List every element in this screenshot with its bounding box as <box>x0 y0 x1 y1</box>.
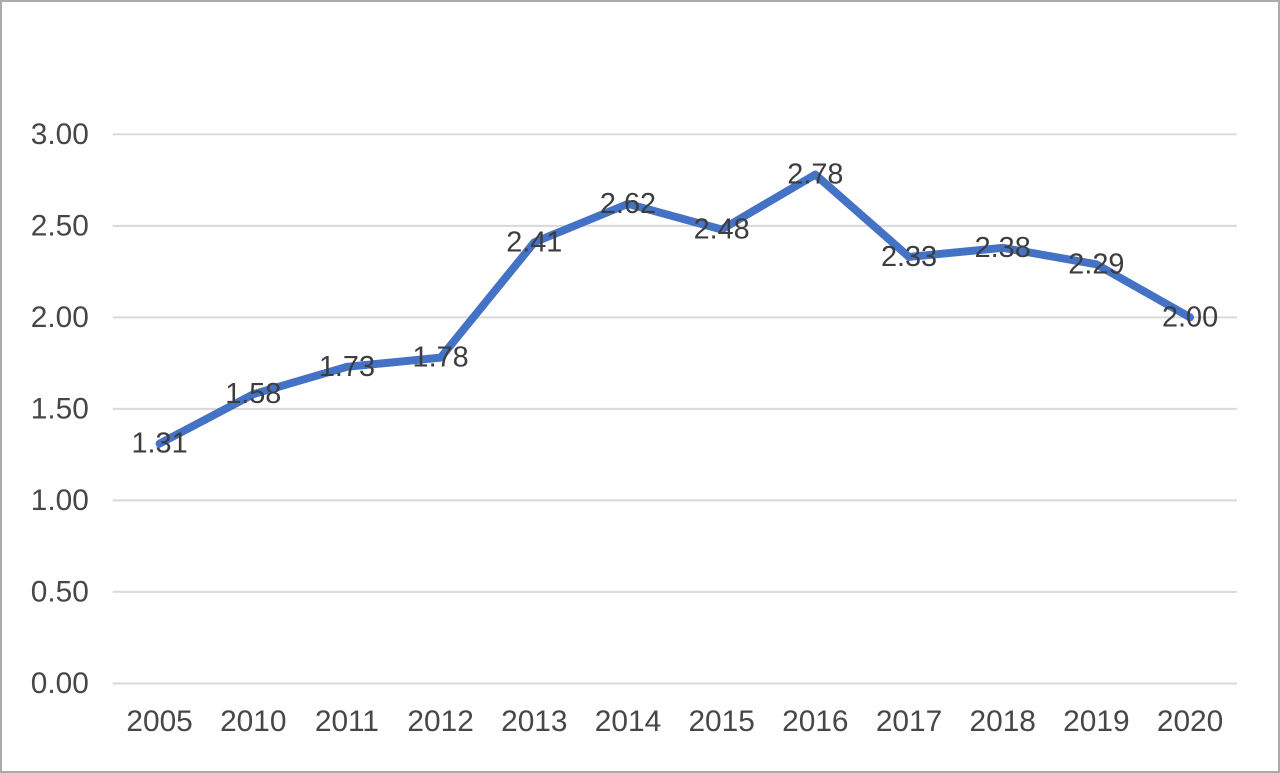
y-axis-tick-label: 3.00 <box>31 118 89 151</box>
data-point-label: 2.33 <box>881 241 937 273</box>
data-point-label: 1.78 <box>413 342 469 374</box>
data-point-label: 2.38 <box>975 232 1031 264</box>
data-point-label: 2.48 <box>694 213 750 245</box>
data-point-label: 2.62 <box>600 188 656 220</box>
y-axis-tick-label: 0.00 <box>31 667 89 700</box>
data-point-label: 2.41 <box>506 226 562 258</box>
x-axis-tick-label: 2015 <box>688 705 754 738</box>
x-axis-tick-label: 2017 <box>876 705 942 738</box>
x-axis-tick-label: 2016 <box>782 705 848 738</box>
x-axis-tick-label: 2014 <box>595 705 661 738</box>
data-point-label: 1.58 <box>225 378 281 410</box>
x-axis-tick-label: 2012 <box>407 705 473 738</box>
data-point-label: 2.00 <box>1162 301 1218 333</box>
y-axis-tick-label: 2.00 <box>31 301 89 334</box>
x-axis-tick-label: 2020 <box>1157 705 1223 738</box>
y-axis-tick-label: 1.50 <box>31 392 89 425</box>
data-point-label: 2.78 <box>787 159 843 191</box>
x-axis-tick-label: 2019 <box>1063 705 1129 738</box>
x-axis-tick-label: 2018 <box>970 705 1036 738</box>
y-axis-tick-label: 0.50 <box>31 575 89 608</box>
data-point-label: 1.31 <box>132 428 188 460</box>
x-axis-tick-label: 2010 <box>220 705 286 738</box>
y-axis-tick-label: 2.50 <box>31 209 89 242</box>
x-axis-tick-label: 2013 <box>501 705 567 738</box>
trend-line <box>155 170 1195 448</box>
x-axis-tick-label: 2005 <box>126 705 192 738</box>
x-axis-tick-label: 2011 <box>315 705 379 738</box>
data-point-label: 1.73 <box>319 351 375 383</box>
y-axis-tick-label: 1.00 <box>31 484 89 517</box>
data-point-label: 2.29 <box>1068 248 1124 280</box>
